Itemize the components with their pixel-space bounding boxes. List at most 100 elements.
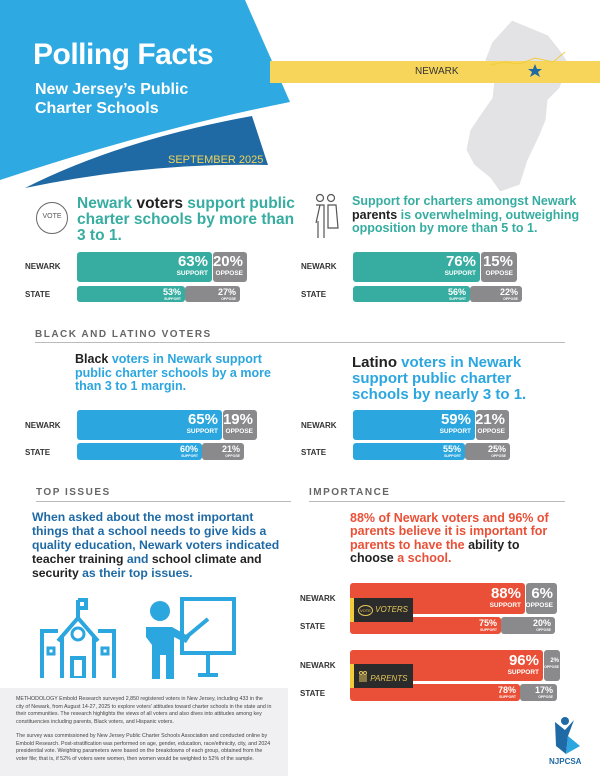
bar-percent: 22%	[499, 287, 518, 297]
bar-label: SUPPORT	[439, 428, 471, 435]
bar-label: SUPPORT	[480, 628, 497, 632]
voters-tag: VOTE VOTERS	[350, 598, 413, 622]
bar-label: SUPPORT	[444, 454, 461, 458]
top-issues-text: When asked about the most important thin…	[32, 510, 280, 580]
bar-label: SUPPORT	[164, 297, 181, 301]
bar-text: 6% OPPOSE	[526, 585, 553, 610]
parents-tag: PARENTS	[350, 664, 413, 688]
bar-text: 59% SUPPORT	[440, 411, 471, 436]
header-blue-shape	[0, 0, 290, 180]
methodology-p1: METHODOLOGY Embold Research surveyed 2,8…	[16, 696, 272, 725]
oppose-bar: 15% OPPOSE	[481, 252, 517, 282]
voters-heading: Newark voters support public charter sch…	[77, 195, 295, 244]
subtitle-line2: Charter Schools	[35, 100, 159, 117]
bar-label: OPPOSE	[503, 297, 518, 301]
bar-label: OPPOSE	[225, 428, 253, 435]
row-label: STATE	[300, 622, 326, 631]
bar-text: 55% SUPPORT	[443, 444, 461, 458]
bar-label: SUPPORT	[176, 270, 208, 277]
support-bar: 56% SUPPORT	[353, 286, 470, 302]
bar-text: 78% SUPPORT	[498, 685, 516, 699]
bar-percent: 96%	[508, 652, 539, 669]
oppose-bar: 2% OPPOSE	[544, 650, 560, 681]
bar-label: OPPOSE	[536, 628, 551, 632]
bar-percent: 19%	[222, 411, 253, 428]
newark-highlight	[489, 51, 566, 77]
teacher-icon	[146, 597, 236, 679]
bar-percent: 53%	[162, 287, 181, 297]
bar-percent: 59%	[440, 411, 471, 428]
bar-text: 17% OPPOSE	[535, 685, 553, 699]
bar-text: 96% SUPPORT	[508, 652, 539, 677]
latino-heading: Latino voters in Newark support public c…	[352, 354, 527, 403]
section-title: BLACK AND LATINO VOTERS	[35, 329, 212, 340]
bar-label: SUPPORT	[507, 669, 539, 676]
bar-text: 21% OPPOSE	[475, 411, 505, 436]
oppose-bar: 6% OPPOSE	[526, 583, 557, 614]
row-label: STATE	[301, 290, 327, 299]
bar-percent: 21%	[474, 411, 505, 428]
divider	[35, 342, 565, 343]
oppose-bar: 21% OPPOSE	[475, 410, 509, 440]
bar-percent: 78%	[497, 685, 516, 695]
njpcsa-logo-icon	[555, 717, 580, 754]
voters-tag-label: VOTERS	[375, 605, 409, 614]
support-bar: 60% SUPPORT	[77, 443, 202, 460]
bar-text: 19% OPPOSE	[223, 411, 253, 436]
section-title: IMPORTANCE	[309, 487, 391, 498]
family-icon	[359, 671, 367, 682]
bar-percent: 6%	[531, 585, 553, 602]
bar-percent: 63%	[177, 253, 208, 270]
bar-text: 27% OPPOSE	[218, 287, 236, 301]
date-label: SEPTEMBER 2025	[168, 154, 264, 166]
bar-percent: 65%	[187, 411, 218, 428]
bar-text: 20% OPPOSE	[213, 253, 243, 278]
bar-percent: 60%	[179, 444, 198, 454]
bar-percent: 2%	[550, 658, 559, 664]
bar-percent: 55%	[442, 444, 461, 454]
row-label: NEWARK	[300, 661, 336, 670]
bar-text: 63% SUPPORT	[177, 253, 208, 278]
row-label: STATE	[301, 448, 327, 457]
header-navy-band	[25, 116, 268, 188]
bar-percent: 20%	[212, 253, 243, 270]
bar-label: OPPOSE	[525, 602, 553, 609]
oppose-bar: 21% OPPOSE	[202, 443, 244, 460]
support-bar: 53% SUPPORT	[77, 286, 185, 302]
parents-tag-label: PARENTS	[370, 674, 408, 683]
methodology-p2: The survey was commissioned by New Jerse…	[16, 733, 271, 762]
star-icon	[528, 64, 542, 77]
bar-label: OPPOSE	[491, 454, 506, 458]
bar-label: SUPPORT	[186, 428, 218, 435]
row-label: STATE	[25, 290, 51, 299]
oppose-bar: 20% OPPOSE	[213, 252, 247, 282]
bar-text: 21% OPPOSE	[222, 444, 240, 458]
bar-label: OPPOSE	[225, 454, 240, 458]
bar-percent: 17%	[534, 685, 553, 695]
methodology-box: METHODOLOGY Embold Research surveyed 2,8…	[0, 688, 288, 776]
bar-percent: 56%	[447, 287, 466, 297]
row-label: NEWARK	[301, 421, 337, 430]
bar-label: OPPOSE	[221, 297, 236, 301]
vote-icon: VOTE	[358, 605, 373, 616]
bar-text: 60% SUPPORT	[180, 444, 198, 458]
support-bar: 59% SUPPORT	[353, 410, 475, 440]
support-bar: 63% SUPPORT	[77, 252, 212, 282]
subtitle-line1: New Jersey’s Public	[35, 81, 189, 98]
bar-label: SUPPORT	[449, 297, 466, 301]
black-heading: Black voters in Newark support public ch…	[75, 352, 271, 393]
bar-percent: 27%	[217, 287, 236, 297]
bar-percent: 15%	[482, 253, 513, 270]
row-label: NEWARK	[300, 594, 336, 603]
oppose-bar: 20% OPPOSE	[501, 617, 555, 634]
divider	[36, 501, 291, 502]
row-label: NEWARK	[25, 421, 61, 430]
vote-icon-text: VOTE	[42, 213, 62, 220]
support-bar: 55% SUPPORT	[353, 443, 465, 460]
row-label: STATE	[300, 689, 326, 698]
bar-text: 2% OPPOSE	[544, 658, 559, 669]
section-title: TOP ISSUES	[36, 487, 111, 498]
oppose-bar: 27% OPPOSE	[185, 286, 240, 302]
bar-label: OPPOSE	[538, 695, 553, 699]
vote-icon: VOTE	[36, 202, 68, 234]
